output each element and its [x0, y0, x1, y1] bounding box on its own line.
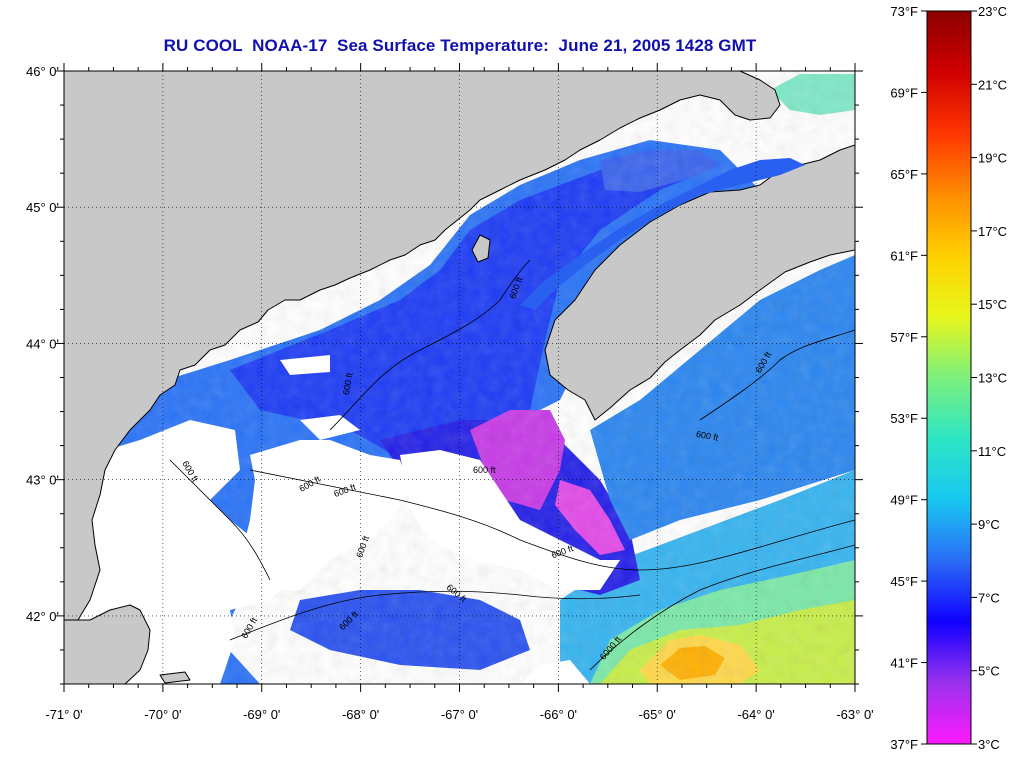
colorbar-gradient [926, 10, 972, 745]
fahrenheit-label: 53°F [890, 411, 918, 426]
map-title: RU COOL NOAA-17 Sea Surface Temperature:… [163, 36, 757, 55]
fahrenheit-label: 37°F [890, 737, 918, 752]
lat-label: 44° 0' [26, 336, 59, 351]
lon-label: -71° 0' [45, 707, 82, 722]
contour-600ft-north [329, 259, 531, 431]
celsius-label: 3°C [978, 737, 1000, 752]
cloud-north-strip [280, 355, 330, 375]
isobath-contours [169, 259, 855, 671]
celsius-label: 7°C [978, 590, 1000, 605]
lon-label: -63° 0' [836, 707, 873, 722]
contour-600ft-georges [229, 590, 641, 641]
lon-label: -64° 0' [737, 707, 774, 722]
bay-of-fundy-water [520, 158, 805, 310]
fahrenheit-label: 41°F [890, 656, 918, 671]
celsius-label: 5°C [978, 664, 1000, 679]
fahrenheit-label: 73°F [890, 4, 918, 19]
tick-marks [56, 63, 863, 692]
celsius-label: 17°C [978, 224, 1007, 239]
fahrenheit-label: 61°F [890, 248, 918, 263]
lon-label: -66° 0' [540, 707, 577, 722]
celsius-label: 11°C [978, 444, 1006, 459]
contour-6000ft [589, 544, 855, 671]
lat-label: 43° 0' [26, 473, 59, 488]
isobath-label: 600 ft [473, 465, 496, 475]
lon-label: -68° 0' [342, 707, 379, 722]
fahrenheit-label: 45°F [890, 574, 918, 589]
celsius-label: 9°C [978, 517, 1000, 532]
isobath-label: 600 ft [341, 371, 355, 395]
lon-label: -70° 0' [144, 707, 181, 722]
lat-label: 45° 0' [26, 200, 59, 215]
bay-of-fundy [520, 158, 805, 310]
lat-label: 42° 0' [26, 609, 59, 624]
land-masses [64, 71, 855, 684]
fahrenheit-label: 57°F [890, 330, 918, 345]
cloud-gulf-patch [300, 415, 360, 440]
celsius-label: 23°C [978, 4, 1007, 19]
lon-label: -67° 0' [441, 707, 478, 722]
contour-600ft-inner [169, 459, 271, 581]
axis-labels: -71° 0' -70° 0' -69° 0' -68° 0' -67° 0' -66° … [26, 64, 874, 722]
colorbar-labels: 73°F 69°F 65°F 61°F 57°F 53°F 49°F 45°F 41°F 37°F… [890, 4, 1007, 752]
contour-600ft-scotian [699, 329, 855, 421]
cloud-central [240, 440, 410, 590]
fahrenheit-label: 65°F [890, 167, 918, 182]
lon-label: -65° 0' [639, 707, 676, 722]
contour-600ft-basin [249, 469, 855, 571]
cloud-lower-right [520, 660, 590, 684]
celsius-label: 15°C [978, 297, 1007, 312]
celsius-label: 19°C [978, 151, 1007, 166]
celsius-label: 21°C [978, 77, 1007, 92]
isobath-label: 600 ft [695, 429, 719, 443]
land-grand-manan [471, 234, 491, 263]
cloud-mask [64, 355, 620, 684]
colorbar: 73°F 69°F 65°F 61°F 57°F 53°F 49°F 45°F 41°F 37°F… [890, 4, 1007, 752]
land-nantucket [159, 671, 191, 684]
lon-label: -69° 0' [243, 707, 280, 722]
fahrenheit-label: 49°F [890, 493, 918, 508]
land-cape-cod [64, 604, 151, 684]
fahrenheit-label: 69°F [890, 85, 918, 100]
land-new-england [64, 71, 781, 684]
cloud-south [400, 450, 620, 590]
lat-label: 46° 0' [26, 64, 59, 79]
celsius-label: 13°C [978, 371, 1007, 386]
